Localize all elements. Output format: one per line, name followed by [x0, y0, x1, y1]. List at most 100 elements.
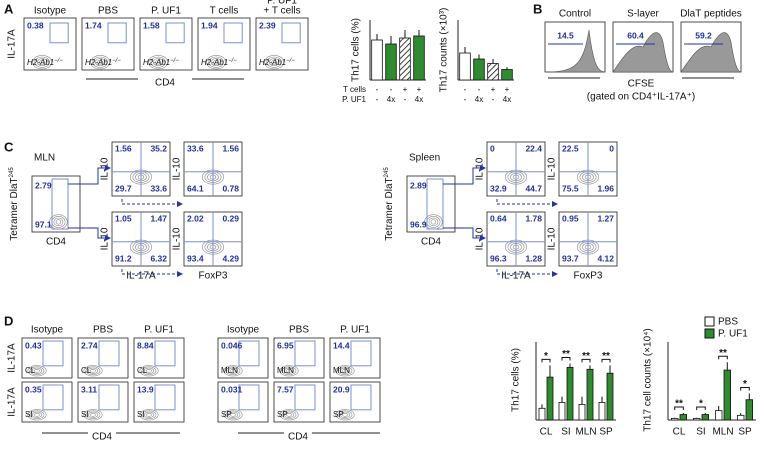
contour	[31, 411, 43, 418]
legend-label: PBS	[718, 317, 738, 328]
condition-name: T cells	[343, 85, 366, 94]
quadrant-value: 0	[609, 143, 614, 153]
arrow	[496, 269, 558, 277]
panel-label: B	[533, 1, 542, 16]
tissue: CL	[81, 366, 92, 375]
contour	[143, 411, 155, 418]
genotype-name: H2-Ab1	[259, 58, 286, 67]
significance-bracket	[541, 358, 551, 363]
y-axis-label: IL-10	[172, 157, 183, 180]
x-axis-label: CFSE	[628, 79, 655, 90]
condition-value: -	[464, 85, 467, 94]
y-axis-label: Tetramer DlaT245	[384, 167, 395, 241]
significance: **	[582, 351, 590, 362]
condition-value: -	[478, 85, 481, 94]
bar	[413, 35, 425, 81]
y-axis-label: Th17 cells (%)	[351, 18, 362, 82]
y-axis-label: IL-10	[100, 157, 111, 180]
panel-label: D	[4, 313, 13, 328]
plot-title: Isotype	[227, 325, 260, 336]
significance-bracket	[581, 358, 591, 363]
gate	[154, 340, 176, 367]
contour	[208, 56, 224, 68]
bar	[538, 407, 546, 421]
arrow	[443, 227, 486, 241]
tissue: CL	[137, 366, 148, 375]
contour	[227, 367, 239, 374]
x-tick-label: MLN	[712, 427, 733, 438]
condition-value: -	[492, 95, 495, 104]
gate	[281, 22, 301, 44]
contour	[223, 365, 243, 377]
x-tick-label: SI	[696, 427, 705, 438]
x-tick-label: SP	[599, 427, 613, 438]
gate-value: 14.4	[333, 340, 350, 350]
y-axis-label: Th17 counts (×10³)	[439, 8, 450, 93]
contour	[225, 366, 241, 376]
y-axis-label: IL-10	[547, 227, 558, 250]
quadrant-value: 1.28	[525, 253, 542, 263]
bar	[701, 414, 709, 421]
y-axis-label: IL-10	[475, 227, 486, 250]
bar	[487, 63, 499, 81]
contour	[34, 412, 40, 417]
contour	[339, 411, 351, 418]
gate-value: 0.43	[25, 340, 42, 350]
contour	[34, 368, 40, 373]
group-name: MLN	[34, 153, 55, 164]
contour	[271, 59, 278, 65]
genotype-sup: −/−	[286, 58, 295, 64]
bar	[578, 403, 586, 421]
contour	[206, 55, 227, 70]
quadrant-value: 33.6	[150, 183, 167, 193]
significance-bracket	[561, 356, 571, 361]
y-axis-label: IL-10	[475, 157, 486, 180]
x-axis-label: FoxP3	[199, 271, 228, 282]
contour	[29, 410, 45, 420]
x-tick-label: SP	[738, 427, 752, 438]
plot-frame	[329, 337, 381, 379]
quadrant-value: 1.27	[597, 213, 614, 223]
y-axis-label-main: Tetramer DlaT	[384, 177, 395, 240]
plot-title: PBS	[98, 6, 118, 17]
condition-value: 4x	[415, 95, 423, 104]
contour	[87, 411, 99, 418]
contour	[27, 409, 47, 421]
significance: *	[544, 351, 548, 362]
x-tick-label: MLN	[575, 427, 596, 438]
x-tick-label: CL	[673, 427, 686, 438]
arrow	[443, 165, 486, 185]
y-axis-label: IL-17A	[7, 29, 18, 59]
bar	[546, 376, 554, 421]
contour	[213, 59, 220, 65]
bar	[501, 69, 513, 81]
y-axis-label: Th17 cell counts (×10⁴)	[643, 328, 654, 432]
gate-value: 0.031	[221, 384, 243, 394]
contour	[53, 217, 64, 227]
contour	[230, 412, 236, 417]
y-axis-label-sup: 245	[9, 167, 15, 178]
gate	[426, 178, 444, 230]
genotype-sup: −/−	[54, 58, 63, 64]
significance: **	[562, 349, 570, 360]
contour	[83, 409, 103, 421]
contour	[146, 412, 152, 417]
gate-value: 1.58	[143, 20, 160, 30]
contour	[39, 59, 46, 65]
contour	[227, 411, 239, 418]
contour	[90, 55, 111, 70]
condition-value: +	[505, 85, 510, 94]
gate-value: 97.1	[35, 219, 52, 229]
bar	[558, 402, 566, 421]
tissue: SI	[137, 410, 145, 419]
gate-value: 8.84	[137, 340, 154, 350]
plot-title: Isotype	[34, 6, 67, 17]
contour	[83, 365, 103, 377]
quadrant-value: 75.5	[562, 183, 579, 193]
x-axis-label: CD4	[421, 237, 441, 248]
x-axis-label: IL-17A	[501, 271, 531, 282]
genotype-name: H2-Ab1	[201, 58, 228, 67]
quadrant-value: 29.7	[115, 183, 132, 193]
contour	[143, 367, 155, 374]
contour	[337, 366, 353, 376]
